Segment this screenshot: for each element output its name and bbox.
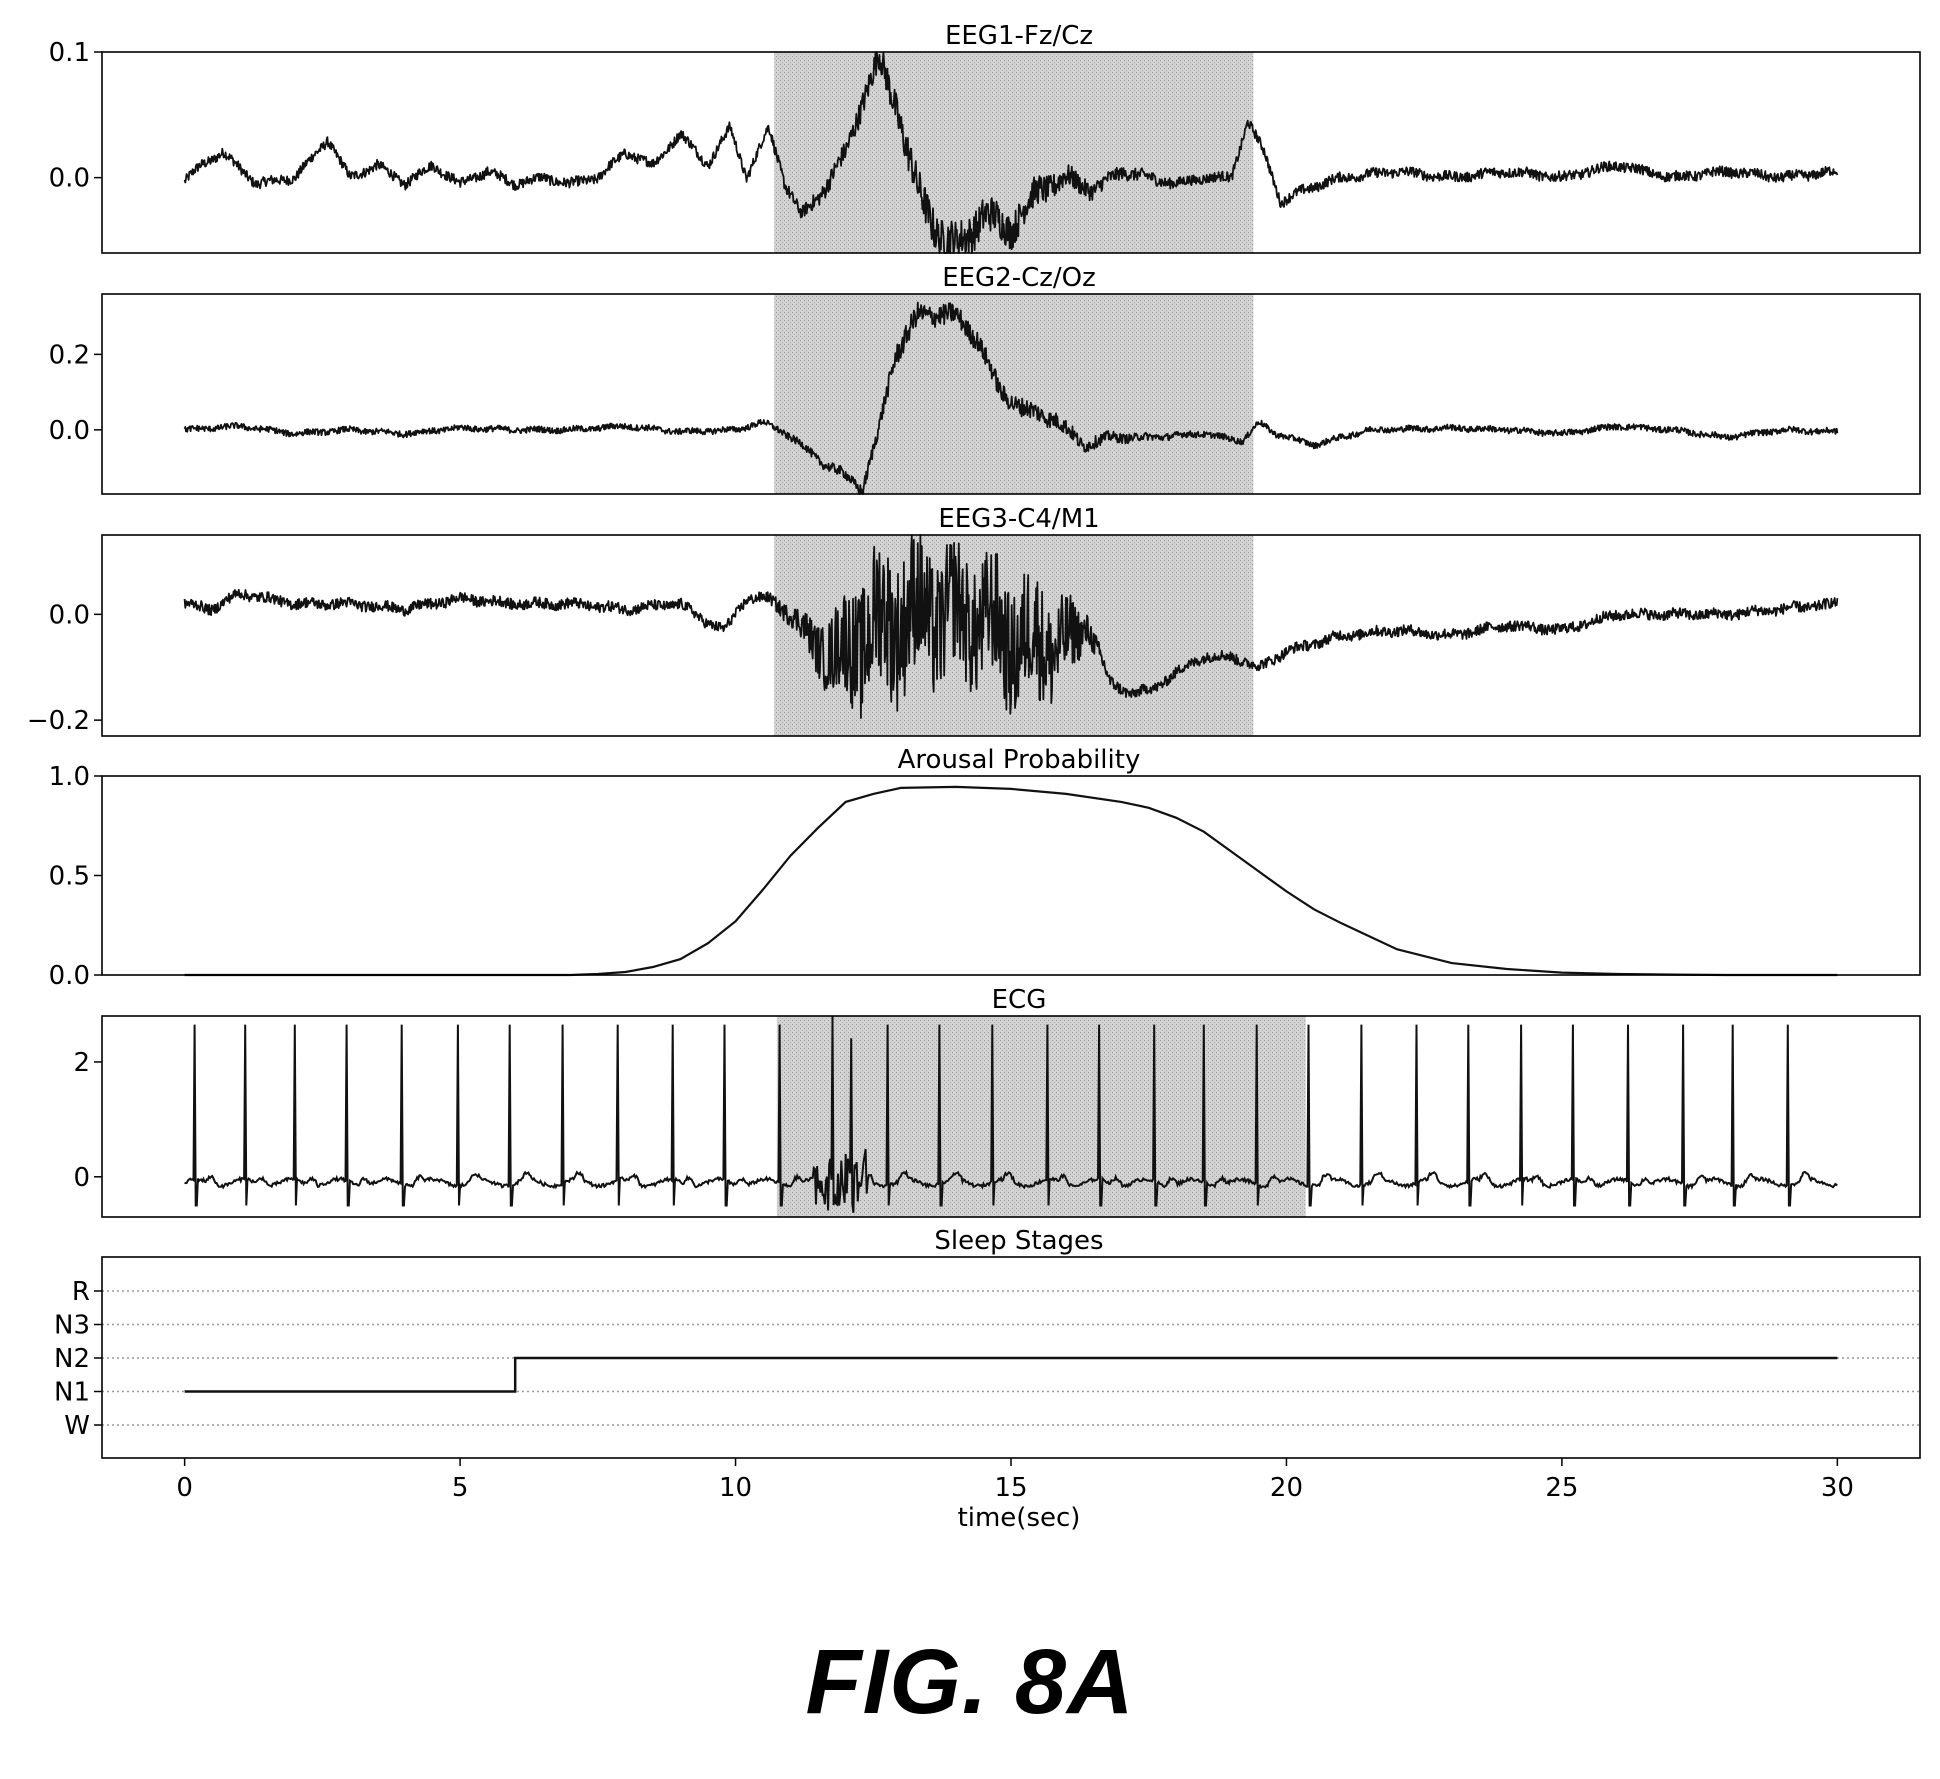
x-tick-label: 10	[719, 1473, 752, 1503]
y-tick-label: 0	[73, 1163, 90, 1193]
y-tick-label: 1.0	[49, 762, 90, 792]
y-tick-label: −0.2	[27, 706, 90, 736]
y-tick-label: 2	[73, 1048, 90, 1078]
y-tick-label: 0.2	[49, 340, 90, 370]
shaded-region	[774, 294, 1254, 494]
panel-frame	[101, 775, 1921, 976]
y-tick-label: 0.0	[49, 961, 90, 991]
eeg-series	[183, 534, 1839, 719]
panel-frame	[101, 534, 1921, 737]
stage-series	[184, 1356, 1838, 1393]
y-tick-label: R	[72, 1277, 90, 1307]
panel-title: ECG	[992, 985, 1047, 1015]
panel-title: Arousal Probability	[898, 745, 1141, 775]
panel-3: EEG3-C4/M1 0.0 −0.2	[27, 504, 1921, 737]
y-tick-label: N3	[54, 1311, 90, 1341]
panel-5: ECG 0 2	[73, 985, 1921, 1218]
panel-title: Sleep Stages	[934, 1226, 1103, 1256]
probability-series	[184, 785, 1838, 977]
panel-title: EEG1-Fz/Cz	[945, 21, 1093, 51]
x-tick-label: 5	[452, 1473, 469, 1503]
x-tick-label: 20	[1270, 1473, 1303, 1503]
y-tick-label: W	[64, 1411, 90, 1441]
panel-title: EEG3-C4/M1	[938, 504, 1099, 534]
y-tick-label: 0.0	[49, 600, 90, 630]
figure-label: FIG. 8A	[805, 1631, 1135, 1733]
eeg-series	[183, 51, 1839, 254]
x-axis-label: time(sec)	[958, 1503, 1081, 1533]
y-tick-label: 0.1	[49, 38, 90, 68]
x-tick-label: 0	[176, 1473, 193, 1503]
shaded-region	[774, 52, 1254, 253]
panel-frame	[101, 51, 1921, 254]
x-tick-label: 30	[1821, 1473, 1854, 1503]
shaded-region	[776, 1016, 1306, 1217]
panel-title: EEG2-Cz/Oz	[942, 263, 1096, 293]
x-tick-label: 25	[1545, 1473, 1578, 1503]
y-tick-label: 0.0	[49, 416, 90, 446]
y-tick-label: 0.5	[49, 862, 90, 892]
panel-1: EEG1-Fz/Cz 0.0 0.1	[49, 21, 1921, 254]
panel-2: EEG2-Cz/Oz 0.0 0.2	[49, 263, 1921, 495]
x-tick-label: 15	[994, 1473, 1027, 1503]
panel-frame	[101, 293, 1921, 495]
x-axis: 0 5 10 15 20 25 30 time(sec)	[176, 1458, 1854, 1533]
y-tick-label: 0.0	[49, 164, 90, 194]
panel-frame	[101, 1015, 1921, 1218]
y-tick-label: N1	[54, 1378, 90, 1408]
y-tick-label: N2	[54, 1344, 90, 1374]
panel-4: Arousal Probability 0.0 0.5 1.0	[49, 745, 1921, 991]
eeg-series	[183, 301, 1839, 495]
ecg-series	[184, 1015, 1838, 1213]
